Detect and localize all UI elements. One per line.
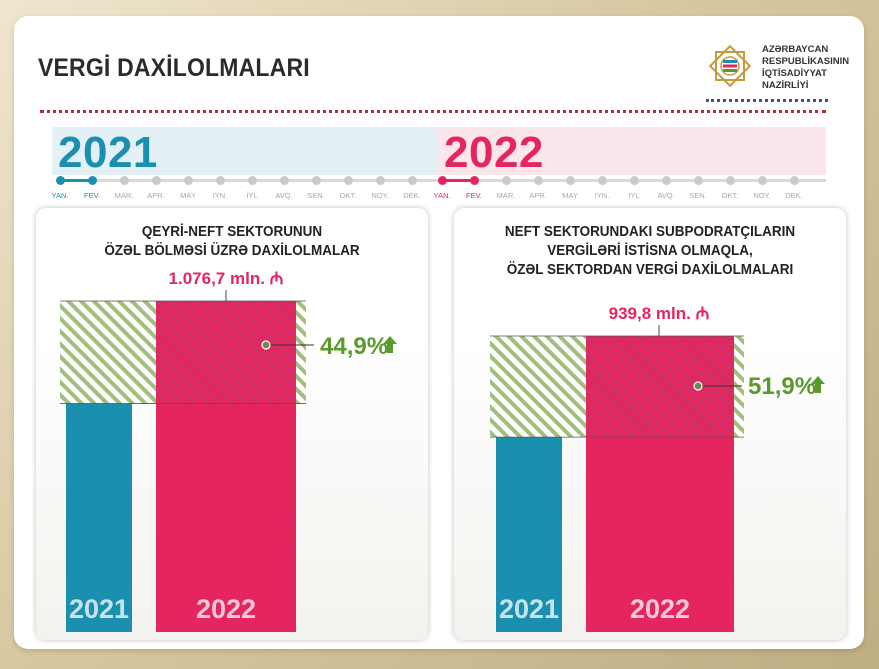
timeline-month-dot [247,176,257,185]
bar-year-label: 2022 [196,594,256,624]
chart-title: QEYRİ-NEFT SEKTORUNUN ÖZƏL BÖLMƏSİ ÜZRƏ … [36,223,428,261]
timeline-month-dot [87,176,97,185]
timeline-month-dot [215,176,225,185]
ministry-line: NAZİRLİYİ [762,80,809,91]
timeline-month-dot [533,176,543,185]
timeline-month-label: İYL [628,191,640,200]
bar-2022-growth [586,336,734,438]
timeline-month-label: APR. [529,191,547,200]
timeline-progress [442,179,474,182]
timeline-month-label: MAR. [114,191,134,200]
chart-panel-private-sector: NEFT SEKTORUNDAKI SUBPODRATÇILARIN VERGİ… [454,208,846,640]
arrow-up-icon [383,336,397,353]
chart-panel-non-oil: QEYRİ-NEFT SEKTORUNUN ÖZƏL BÖLMƏSİ ÜZRƏ … [36,208,428,640]
timeline-month-label: MAY [562,191,578,200]
bar-year-label: 2021 [499,594,559,624]
timeline-month-dot [437,176,447,185]
bar-year-label: 2022 [630,594,690,624]
timeline-month-label: SEN. [307,191,325,200]
timeline-month-label: AVQ. [657,191,675,200]
timeline-month-label: AVQ. [275,191,293,200]
timeline-month-dot [151,176,161,185]
timeline-month-label: OKT. [339,191,357,200]
timeline-month-dot [693,176,703,185]
ministry-line: RESPUBLİKASININ [762,56,850,67]
timeline-month-label: FEV. [466,191,482,200]
chart-title-line: ÖZƏL BÖLMƏSİ ÜZRƏ DAXİLOLMALAR [104,243,360,259]
chart-title-line: NEFT SEKTORUNDAKI SUBPODRATÇILARIN [504,224,796,240]
bar-year-label: 2021 [69,594,129,624]
timeline-month-dot [629,176,639,185]
timeline-month-label: APR. [147,191,165,200]
timeline-month-dot [119,176,129,185]
timeline-month-dot [55,176,65,185]
timeline-month-label: İYN. [594,191,610,200]
timeline-month-label: SEN. [689,191,707,200]
timeline-year-2022: 2022 [444,128,544,177]
timeline-month-dot [757,176,767,185]
timeline-month-dot [279,176,289,185]
header-divider [40,110,826,113]
bar-2021 [66,403,132,632]
value-label-2022: 1.076,7 mln. ₼ [169,269,284,288]
growth-marker [261,340,271,350]
bar-chart: 939,8 mln. ₼ 51,9% 2021 2022 [490,304,825,632]
growth-marker [693,381,703,391]
timeline-progress [60,179,92,182]
bar-2021 [496,437,562,632]
timeline-month-label: MAR. [496,191,516,200]
timeline-month-label: İYL [246,191,258,200]
timeline-band-2022 [438,127,826,175]
timeline-month-label: YAN. [51,191,69,200]
timeline-month-label: DEK. [785,191,803,200]
growth-percent: 44,9% [320,333,388,360]
timeline-month-dot [311,176,321,185]
ministry-logo-icon [708,44,752,88]
arrow-up-icon [811,376,825,393]
timeline-month-label: NOY. [753,191,771,200]
bar-2022 [156,403,296,632]
timeline-month-dot [469,176,479,185]
chart-title-line: QEYRİ-NEFT SEKTORUNUN [141,224,323,240]
timeline-month-dot [565,176,575,185]
timeline-month-dot [183,176,193,185]
timeline-month-dot [343,176,353,185]
timeline-month-dot [597,176,607,185]
timeline-month-label: DEK. [403,191,421,200]
timeline-month-dot [725,176,735,185]
value-label-2022: 939,8 mln. ₼ [609,304,710,323]
timeline-month-dot [407,176,417,185]
growth-percent: 51,9% [748,373,816,400]
bar-2022 [586,437,734,632]
ministry-line: İQTİSADİYYAT [762,68,827,79]
timeline-month-dot [789,176,799,185]
chart-title: NEFT SEKTORUNDAKI SUBPODRATÇILARIN VERGİ… [454,223,846,280]
timeline-month-label: OKT. [721,191,739,200]
timeline-year-2021: 2021 [58,128,158,177]
page-title: VERGİ DAXİLOLMALARI [38,54,310,82]
timeline-band-2021 [52,127,438,175]
bar-2022-growth [156,301,296,404]
chart-title-line: ÖZƏL SEKTORDAN VERGİ DAXİLOLMALARI [506,262,794,278]
timeline-month-dot [501,176,511,185]
timeline-month-label: İYN. [212,191,228,200]
ministry-line: AZƏRBAYCAN [762,44,829,55]
timeline-month-label: MAY [180,191,196,200]
ministry-name: AZƏRBAYCAN RESPUBLİKASININ İQTİSADİYYAT … [762,44,849,92]
chart-title-line: VERGİLƏRİ İSTİSNA OLMAQLA, [547,243,753,259]
timeline-month-label: NOY. [371,191,389,200]
bar-chart: 1.076,7 mln. ₼ 44,9% 2021 2022 [60,269,397,632]
timeline-month-dot [661,176,671,185]
timeline-month-dot [375,176,385,185]
timeline-month-label: YAN. [433,191,451,200]
timeline-month-label: FEV. [84,191,100,200]
logo-divider [706,99,828,102]
